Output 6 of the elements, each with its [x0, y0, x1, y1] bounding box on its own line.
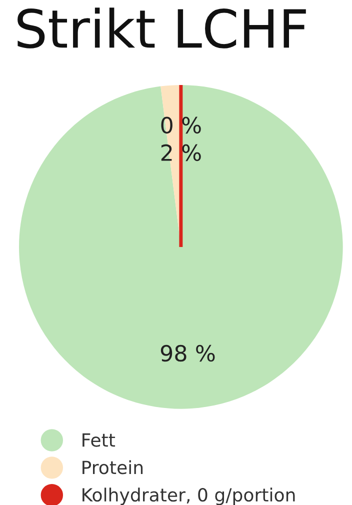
pie-slice [19, 85, 343, 409]
chart-title: Strikt LCHF [18, 8, 306, 48]
legend-label: Kolhydrater, 0 g/portion [82, 488, 295, 505]
legend-label: Protein [82, 460, 143, 474]
legend-label: Fett [82, 433, 116, 447]
data-label: 98 % [160, 344, 215, 362]
